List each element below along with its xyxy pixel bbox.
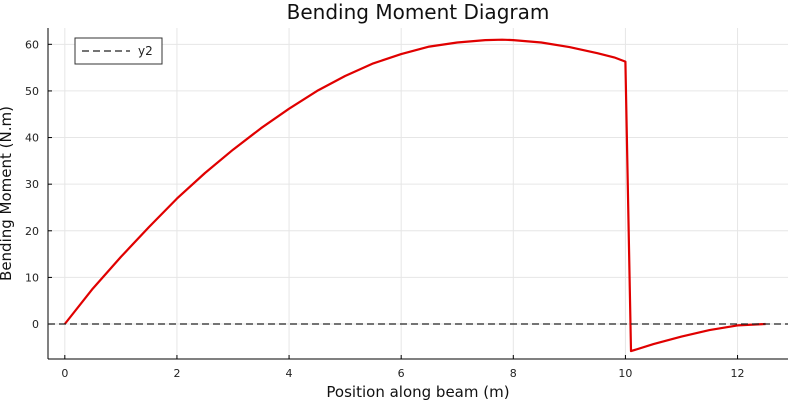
- x-tick-label: 0: [61, 367, 68, 380]
- x-axis-title: Position along beam (m): [326, 383, 509, 400]
- y-tick-label: 50: [25, 85, 39, 98]
- x-tick-label: 4: [286, 367, 293, 380]
- y-tick-label: 60: [25, 38, 39, 51]
- y-tick-label: 10: [25, 271, 39, 284]
- chart-title: Bending Moment Diagram: [287, 0, 550, 24]
- x-tick-label: 8: [510, 367, 517, 380]
- y-axis-title: Bending Moment (N.m): [0, 106, 15, 281]
- tick-labels: 0 2 4 6 8 10 12 0 10 20 30 40 50 60: [25, 38, 745, 380]
- y-tick-label: 30: [25, 178, 39, 191]
- legend: y2: [74, 37, 163, 65]
- x-tick-label: 6: [398, 367, 405, 380]
- axes: [47, 28, 788, 360]
- plot-area: [48, 38, 788, 353]
- x-tick-label: 10: [618, 367, 632, 380]
- y-tick-label: 20: [25, 225, 39, 238]
- legend-label-y2: y2: [138, 44, 153, 58]
- y-tick-label: 40: [25, 132, 39, 145]
- y-tick-label: 0: [32, 318, 39, 331]
- x-tick-label: 12: [731, 367, 745, 380]
- series-line-bending-moment: [63, 38, 766, 353]
- x-tick-label: 2: [173, 367, 180, 380]
